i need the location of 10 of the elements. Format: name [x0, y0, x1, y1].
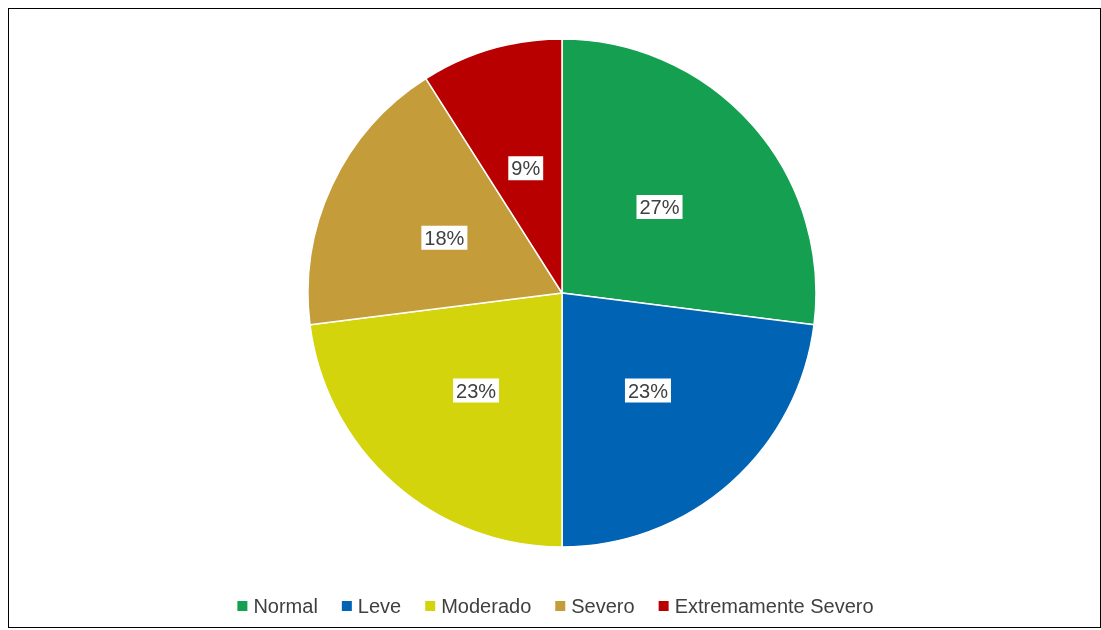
data-label: 18%	[424, 226, 465, 249]
data-label: 9%	[511, 157, 541, 180]
legend-label: Normal	[253, 595, 318, 617]
legend-label: Severo	[571, 595, 635, 617]
data-label: 27%	[639, 196, 680, 219]
data-label: 23%	[456, 379, 497, 402]
legend-label: Moderado	[441, 595, 532, 617]
data-label: 23%	[627, 379, 669, 402]
legend-label: Extremamente Severo	[674, 595, 874, 617]
legend-label: Leve	[357, 595, 402, 617]
